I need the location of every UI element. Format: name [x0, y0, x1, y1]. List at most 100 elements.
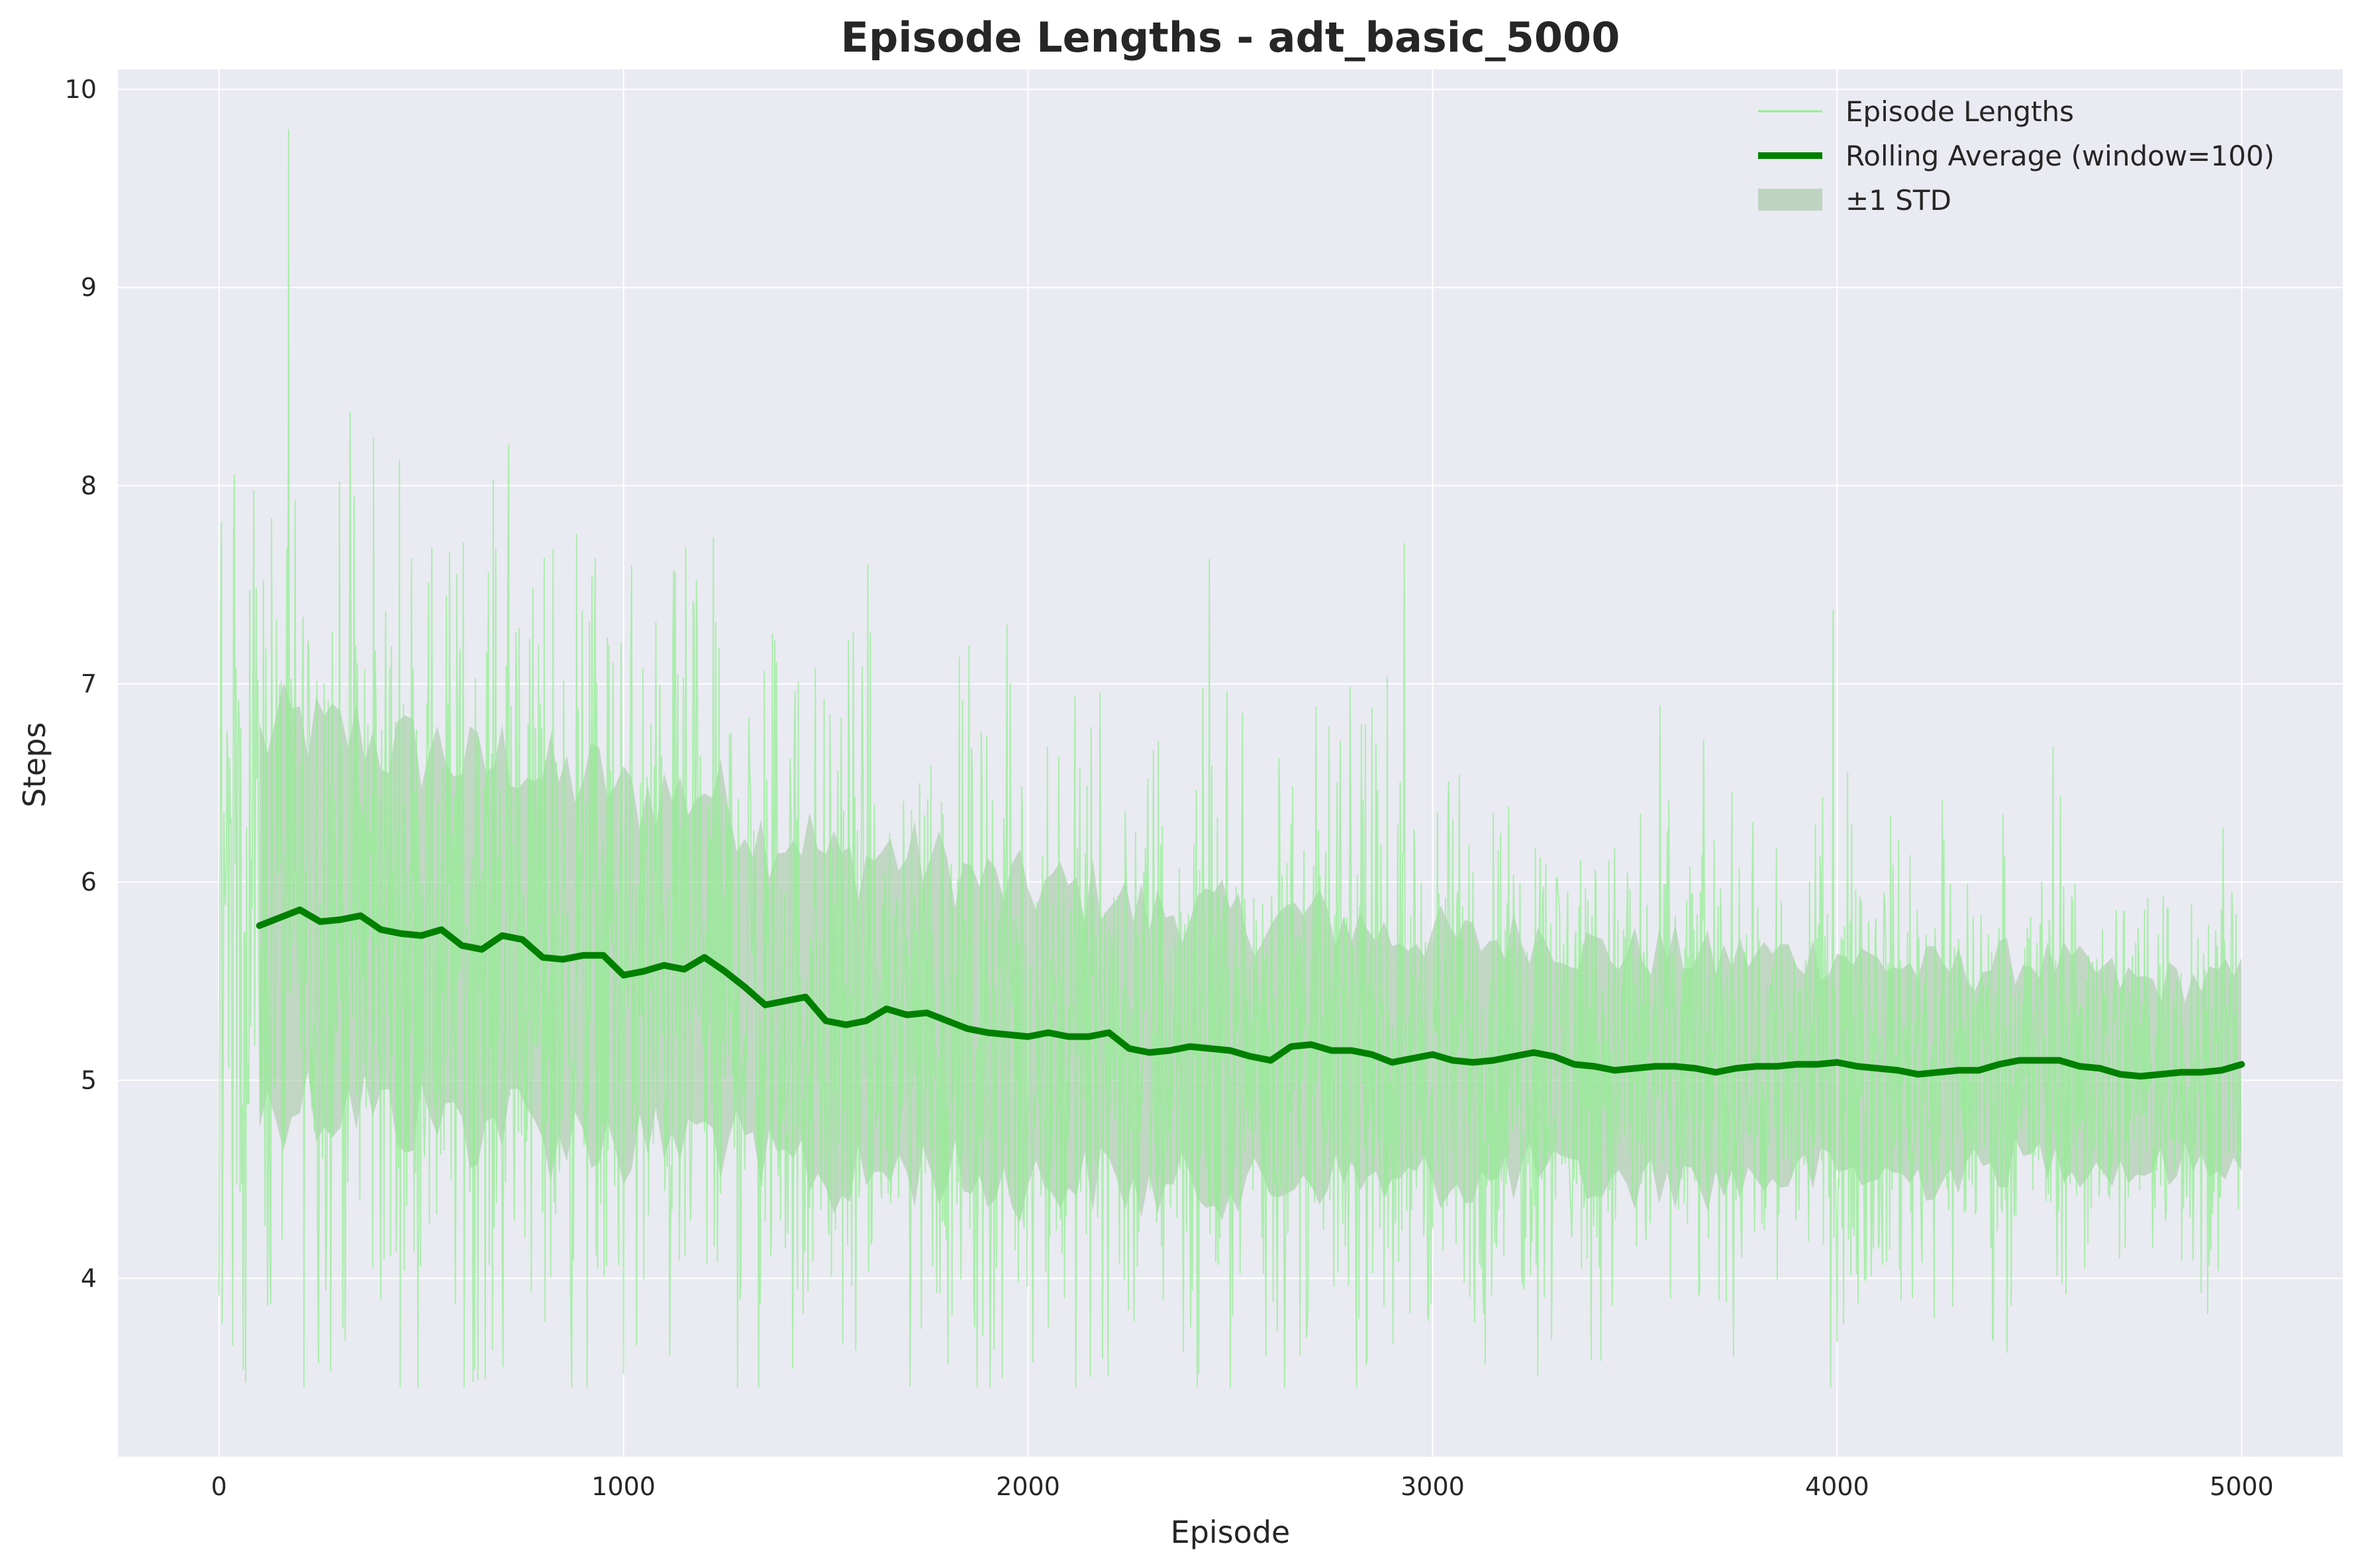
y-tick-label: 6 [81, 867, 97, 897]
x-tick-label: 5000 [2210, 1472, 2274, 1501]
rolling-average-point [1510, 1054, 1516, 1059]
rolling-average-point [540, 954, 546, 960]
rolling-average-point [1652, 1063, 1658, 1069]
rolling-average-point [560, 956, 565, 962]
legend-swatch-std-band [1758, 189, 1822, 211]
rolling-average-point [1349, 1048, 1355, 1054]
rolling-average-point [2097, 1065, 2103, 1071]
rolling-average-point [681, 966, 687, 972]
rolling-average-point [1126, 1046, 1132, 1052]
rolling-average-point [519, 936, 525, 942]
legend-label-rolling-average: Rolling Average (window=100) [1845, 140, 2275, 172]
rolling-average-point [601, 952, 607, 958]
y-tick-label: 4 [81, 1264, 97, 1293]
x-tick-label: 4000 [1805, 1472, 1869, 1501]
rolling-average-point [1086, 1034, 1092, 1040]
rolling-average-point [580, 952, 586, 958]
rolling-average-point [1167, 1048, 1173, 1054]
x-axis-label: Episode [1171, 1514, 1291, 1550]
rolling-average-point [1814, 1061, 1820, 1067]
rolling-average-point [1389, 1059, 1395, 1065]
rolling-average-point [964, 1026, 970, 1032]
rolling-average-point [1268, 1057, 1274, 1063]
rolling-average-point [1673, 1063, 1678, 1069]
rolling-average-point [418, 932, 424, 938]
rolling-average-point [1591, 1063, 1597, 1069]
rolling-average-point [1248, 1054, 1254, 1059]
rolling-average-point [2036, 1057, 2042, 1063]
rolling-average-point [2118, 1071, 2123, 1077]
rolling-average-point [1773, 1063, 1779, 1069]
x-tick-label: 1000 [591, 1472, 656, 1501]
rolling-average-point [1187, 1044, 1193, 1050]
x-axis-ticks: 0 1000 2000 3000 4000 5000 [211, 1472, 2274, 1501]
rolling-average-point [1753, 1063, 1759, 1069]
rolling-average-point [1996, 1061, 2002, 1067]
rolling-average-point [1955, 1067, 1961, 1073]
rolling-average-point [2057, 1057, 2063, 1063]
rolling-average-point [1065, 1034, 1071, 1040]
rolling-average-point [904, 1012, 910, 1018]
rolling-average-point [499, 932, 505, 938]
rolling-average-point [823, 1018, 829, 1024]
rolling-average-point [863, 1018, 869, 1024]
y-tick-label: 10 [65, 75, 97, 104]
rolling-average-point [1491, 1057, 1497, 1063]
raw-episode-lengths-layer [218, 128, 2242, 1388]
legend-label-std-band: ±1 STD [1845, 184, 1951, 217]
rolling-average-point [2239, 1061, 2245, 1067]
rolling-average-point [641, 968, 647, 974]
rolling-average-point [358, 912, 364, 918]
rolling-average-point [1976, 1067, 1982, 1073]
rolling-average-point [1228, 1048, 1233, 1054]
rolling-average-point [1936, 1069, 1942, 1075]
rolling-average-point [2016, 1057, 2022, 1063]
rolling-average-point [1612, 1067, 1618, 1073]
rolling-average-point [742, 984, 748, 990]
rolling-average-point [1470, 1059, 1476, 1065]
x-tick-label: 0 [211, 1472, 227, 1501]
rolling-average-point [2178, 1069, 2184, 1075]
rolling-average-point [762, 1002, 768, 1008]
rolling-average-point [2198, 1069, 2204, 1075]
rolling-average-point [1207, 1046, 1213, 1052]
rolling-average-point [1146, 1050, 1152, 1055]
rolling-average-point [1369, 1052, 1375, 1057]
chart-title: Episode Lengths - adt_basic_5000 [841, 13, 1620, 62]
x-tick-label: 2000 [996, 1472, 1060, 1501]
rolling-average-point [2077, 1063, 2083, 1069]
rolling-average-point [1409, 1055, 1415, 1061]
rolling-average-point [1834, 1059, 1840, 1065]
rolling-average-point [277, 914, 283, 920]
rolling-average-point [2218, 1067, 2224, 1073]
rolling-average-layer [256, 906, 2245, 1080]
rolling-average-point [317, 918, 323, 924]
rolling-average-point [1430, 1052, 1436, 1057]
rolling-average-point [1875, 1065, 1881, 1071]
rolling-average-point [1571, 1061, 1577, 1067]
rolling-average-point [479, 946, 485, 952]
rolling-average-point [1551, 1054, 1557, 1059]
rolling-average-point [1005, 1032, 1010, 1038]
rolling-average-point [1713, 1069, 1719, 1075]
rolling-average-point [256, 922, 262, 928]
rolling-average-point [620, 972, 626, 978]
rolling-average-point [1794, 1061, 1800, 1067]
legend: Episode Lengths Rolling Average (window=… [1758, 95, 2275, 217]
rolling-average-point [661, 962, 667, 968]
rolling-average-point [803, 994, 809, 1000]
rolling-average-point [1288, 1044, 1294, 1050]
rolling-average-point [1308, 1042, 1314, 1048]
y-tick-label: 7 [81, 669, 97, 699]
rolling-average-point [924, 1010, 930, 1016]
y-tick-label: 9 [81, 273, 97, 302]
rolling-average-point [459, 942, 465, 948]
rolling-average-point [1733, 1065, 1739, 1071]
rolling-average-point [1915, 1071, 1921, 1077]
rolling-average-point [985, 1030, 991, 1036]
rolling-average-point [2138, 1073, 2143, 1079]
rolling-average-point [1450, 1057, 1455, 1063]
legend-label-episode-lengths: Episode Lengths [1845, 95, 2074, 128]
rolling-average-point [944, 1018, 950, 1024]
rolling-average-point [843, 1022, 849, 1028]
